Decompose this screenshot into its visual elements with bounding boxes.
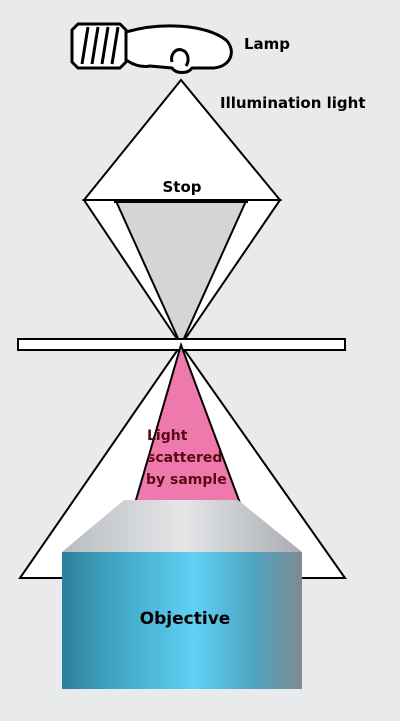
lightbulb-icon [70, 22, 233, 74]
illumination-light-label: Illumination light [220, 94, 366, 112]
scattered-light-label-line2: scattered [147, 450, 222, 466]
objective-body [62, 552, 302, 689]
scattered-light-label-line1: Light [147, 428, 188, 444]
lamp-label: Lamp [244, 35, 290, 53]
objective-cap [62, 500, 302, 552]
stop-label: Stop [162, 178, 201, 196]
scattered-light-label-line3: by sample [146, 472, 227, 488]
objective-label: Objective [140, 609, 231, 629]
